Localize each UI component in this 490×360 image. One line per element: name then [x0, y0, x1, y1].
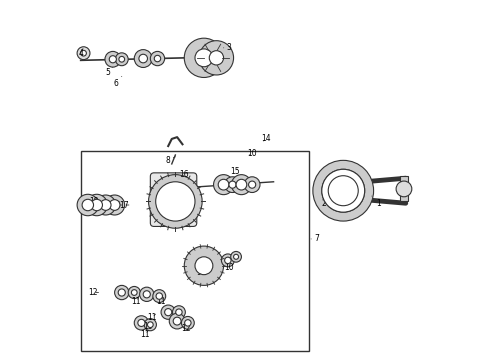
Circle shape [173, 317, 181, 325]
Text: 11: 11 [131, 297, 141, 306]
Circle shape [138, 319, 145, 327]
Circle shape [131, 290, 137, 296]
Circle shape [181, 316, 194, 329]
Circle shape [104, 195, 124, 215]
Circle shape [218, 179, 229, 190]
Text: 17: 17 [119, 201, 129, 210]
Circle shape [396, 181, 412, 197]
Circle shape [105, 51, 121, 67]
Text: 11: 11 [147, 313, 157, 322]
Circle shape [169, 313, 185, 329]
Text: 19: 19 [90, 197, 99, 206]
Circle shape [139, 54, 147, 63]
Circle shape [147, 322, 153, 328]
Circle shape [184, 246, 223, 285]
Text: 3: 3 [223, 43, 231, 52]
Circle shape [313, 160, 373, 221]
Circle shape [209, 51, 223, 65]
Circle shape [128, 287, 140, 298]
Bar [400, 176, 408, 202]
Circle shape [109, 56, 117, 63]
Text: 6: 6 [114, 76, 122, 88]
Circle shape [199, 41, 234, 75]
Text: 18: 18 [112, 201, 122, 210]
Circle shape [236, 179, 247, 190]
Circle shape [248, 181, 256, 188]
FancyBboxPatch shape [150, 173, 197, 226]
Circle shape [77, 47, 90, 60]
Circle shape [77, 194, 98, 216]
Circle shape [224, 257, 231, 264]
Text: 13: 13 [143, 322, 153, 331]
Bar [81, 152, 309, 351]
Circle shape [229, 181, 236, 188]
Circle shape [224, 177, 241, 193]
Circle shape [234, 254, 239, 259]
Text: 15: 15 [230, 167, 240, 176]
Circle shape [143, 291, 150, 298]
Circle shape [184, 38, 223, 77]
Circle shape [172, 306, 185, 319]
Circle shape [221, 254, 234, 267]
Circle shape [148, 175, 202, 228]
Circle shape [328, 176, 358, 206]
Circle shape [100, 200, 111, 210]
Text: 9: 9 [196, 266, 204, 277]
Circle shape [82, 199, 94, 211]
Text: 10: 10 [247, 149, 257, 158]
Circle shape [86, 194, 107, 216]
Circle shape [150, 51, 165, 66]
Text: 7: 7 [311, 234, 319, 243]
Circle shape [176, 309, 182, 315]
Circle shape [115, 53, 128, 66]
Circle shape [119, 57, 124, 62]
Circle shape [185, 320, 191, 326]
Circle shape [115, 285, 129, 300]
Text: 14: 14 [262, 134, 271, 143]
Circle shape [144, 319, 156, 331]
Circle shape [322, 169, 365, 212]
Circle shape [153, 290, 166, 302]
Circle shape [96, 195, 116, 215]
Circle shape [161, 305, 175, 319]
Text: 2: 2 [321, 196, 331, 208]
Text: 8: 8 [166, 156, 175, 165]
Text: 5: 5 [105, 67, 113, 77]
Text: 11: 11 [140, 330, 150, 339]
Circle shape [231, 251, 242, 262]
Circle shape [81, 50, 86, 56]
Text: 11: 11 [156, 297, 166, 306]
Text: 16: 16 [179, 170, 189, 179]
Circle shape [140, 287, 154, 301]
Circle shape [156, 182, 195, 221]
Text: 12: 12 [88, 288, 98, 297]
Circle shape [154, 55, 161, 62]
Text: 12: 12 [181, 324, 191, 333]
Circle shape [134, 316, 148, 330]
Circle shape [165, 309, 172, 316]
Circle shape [91, 199, 102, 211]
Circle shape [322, 169, 365, 212]
Text: 10: 10 [224, 263, 234, 272]
Circle shape [245, 177, 260, 193]
Text: 1: 1 [372, 196, 381, 208]
Circle shape [214, 175, 234, 195]
Circle shape [156, 293, 163, 299]
Circle shape [118, 289, 125, 296]
Circle shape [134, 50, 152, 67]
Circle shape [195, 257, 213, 275]
Circle shape [231, 175, 251, 195]
Circle shape [195, 49, 213, 67]
Circle shape [109, 200, 120, 210]
Text: 4: 4 [78, 49, 83, 58]
